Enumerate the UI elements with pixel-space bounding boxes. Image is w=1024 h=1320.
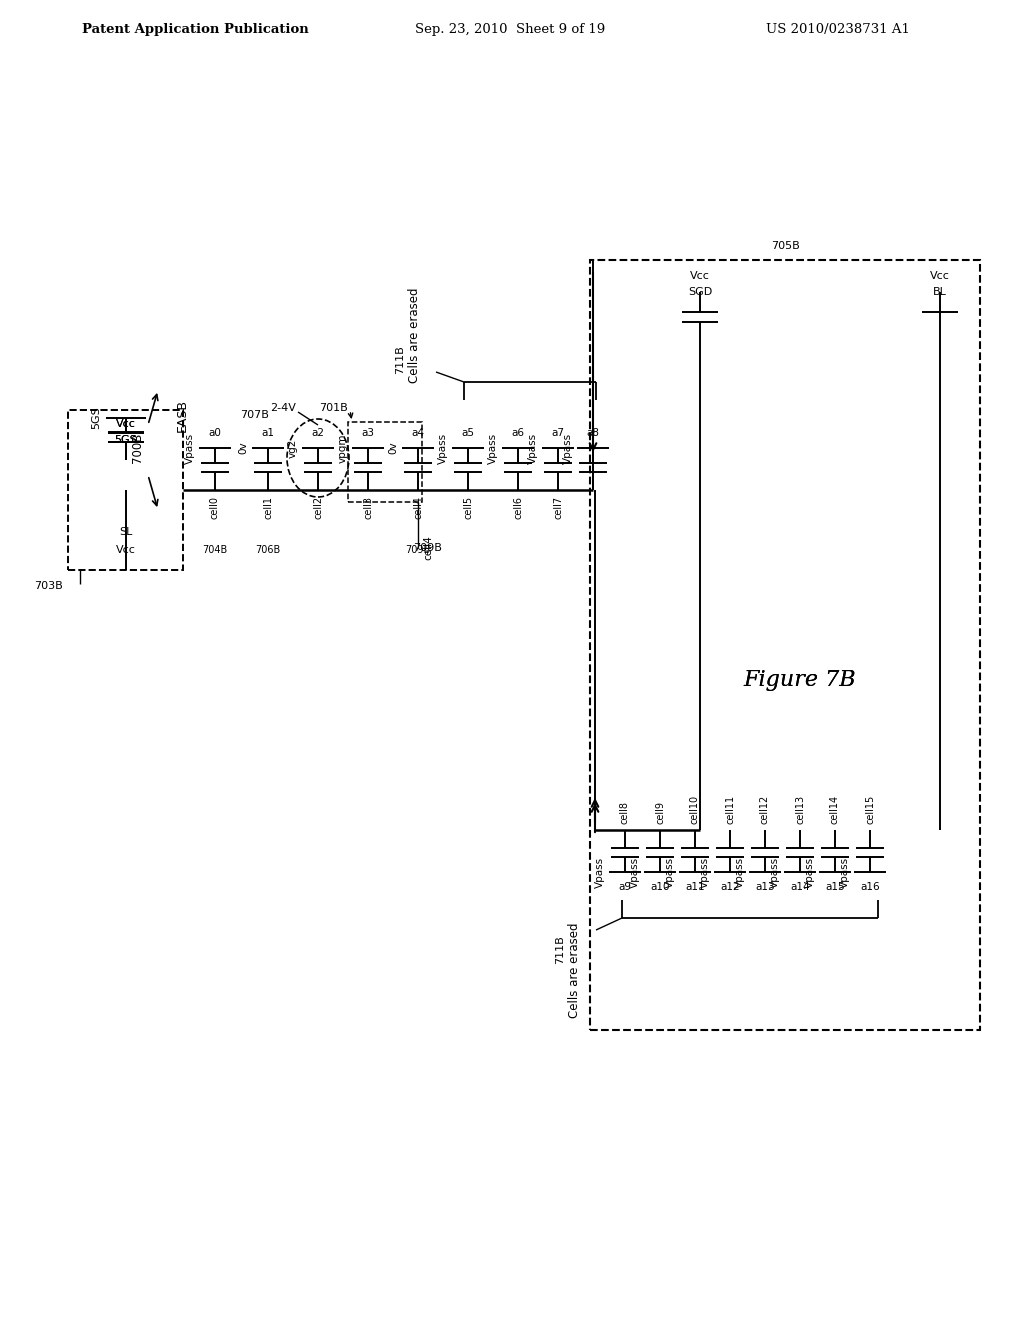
Text: a8: a8 — [587, 428, 599, 438]
Text: a13: a13 — [755, 882, 775, 892]
Text: cell0: cell0 — [210, 496, 220, 519]
Text: 703B: 703B — [34, 581, 63, 591]
Text: 5GS: 5GS — [114, 436, 137, 445]
Text: 2-4V: 2-4V — [270, 403, 296, 413]
Text: Vpass: Vpass — [595, 857, 605, 887]
Text: cell13: cell13 — [795, 795, 805, 824]
Text: cell4: cell4 — [423, 535, 433, 560]
Text: a12: a12 — [720, 882, 739, 892]
Text: vg2: vg2 — [288, 438, 298, 458]
Text: 705B: 705B — [771, 242, 800, 251]
Text: Vpass: Vpass — [528, 433, 538, 463]
Text: Vcc: Vcc — [930, 271, 950, 281]
Text: a14: a14 — [791, 882, 810, 892]
Text: EASB: EASB — [175, 399, 188, 432]
Text: Cells are erased: Cells are erased — [568, 923, 582, 1018]
Text: SL: SL — [119, 527, 132, 537]
Text: a9: a9 — [618, 882, 632, 892]
Text: BL: BL — [933, 286, 947, 297]
Text: Vpass: Vpass — [840, 857, 850, 887]
Text: 707B: 707B — [241, 411, 269, 420]
Text: cell12: cell12 — [760, 795, 770, 824]
Text: a0: a0 — [209, 428, 221, 438]
Text: Vcc: Vcc — [116, 418, 135, 429]
Text: 700B: 700B — [131, 433, 144, 463]
Text: Vcc: Vcc — [116, 545, 135, 554]
Text: 711B: 711B — [395, 346, 406, 375]
Text: a15: a15 — [825, 882, 845, 892]
Text: a16: a16 — [860, 882, 880, 892]
Text: a5: a5 — [462, 428, 474, 438]
Text: Vcc: Vcc — [690, 271, 710, 281]
Text: cell14: cell14 — [830, 795, 840, 824]
Text: cell2: cell2 — [313, 496, 323, 519]
Text: Cells are erased: Cells are erased — [409, 288, 422, 383]
Text: cell15: cell15 — [865, 795, 874, 824]
Text: cell11: cell11 — [725, 795, 735, 824]
Text: cell8: cell8 — [620, 801, 630, 824]
Text: vpgm: vpgm — [338, 433, 348, 463]
Text: 709B: 709B — [406, 545, 431, 554]
Text: cell1: cell1 — [263, 496, 273, 519]
Bar — [68, 411, 183, 570]
Text: 709B: 709B — [414, 543, 442, 553]
Text: 706B: 706B — [255, 545, 281, 554]
Bar — [348, 422, 422, 502]
Text: Patent Application Publication: Patent Application Publication — [82, 22, 308, 36]
Text: a4: a4 — [412, 428, 425, 438]
Text: Vcc: Vcc — [116, 418, 135, 429]
Text: Vpass: Vpass — [438, 433, 449, 463]
Text: 0v: 0v — [238, 442, 248, 454]
Text: cell3: cell3 — [362, 496, 373, 519]
Text: Vpass: Vpass — [805, 857, 815, 887]
Text: Figure 7B: Figure 7B — [743, 669, 856, 690]
Text: a10: a10 — [650, 882, 670, 892]
Text: 711B: 711B — [555, 936, 565, 965]
Text: Sep. 23, 2010  Sheet 9 of 19: Sep. 23, 2010 Sheet 9 of 19 — [415, 22, 605, 36]
Text: a7: a7 — [552, 428, 564, 438]
Text: Figure 7B: Figure 7B — [743, 669, 856, 690]
Text: a1: a1 — [261, 428, 274, 438]
Bar — [590, 260, 980, 1030]
Text: cell9: cell9 — [655, 801, 665, 824]
Text: Vpass: Vpass — [665, 857, 675, 887]
Text: a6: a6 — [512, 428, 524, 438]
Text: Vpass: Vpass — [185, 433, 195, 463]
Text: Vpass: Vpass — [488, 433, 498, 463]
Text: US 2010/0238731 A1: US 2010/0238731 A1 — [766, 22, 910, 36]
Text: Vpass: Vpass — [770, 857, 780, 887]
Text: cell10: cell10 — [690, 795, 700, 824]
Text: 704B: 704B — [203, 545, 227, 554]
Text: Vpass: Vpass — [700, 857, 710, 887]
Text: Vpass: Vpass — [630, 857, 640, 887]
Text: cell6: cell6 — [513, 496, 523, 519]
Text: a2: a2 — [311, 428, 325, 438]
Text: 0v: 0v — [388, 442, 398, 454]
Text: cell5: cell5 — [463, 496, 473, 519]
Text: cell7: cell7 — [553, 496, 563, 519]
Text: a3: a3 — [361, 428, 375, 438]
Text: 5GS: 5GS — [114, 436, 137, 445]
Text: Vpass: Vpass — [563, 433, 573, 463]
Text: 701B: 701B — [319, 403, 348, 413]
Text: 5GS: 5GS — [91, 407, 101, 429]
Text: SGD: SGD — [688, 286, 712, 297]
Text: Vpass: Vpass — [735, 857, 745, 887]
Text: cell4: cell4 — [413, 496, 423, 519]
Text: a11: a11 — [685, 882, 705, 892]
